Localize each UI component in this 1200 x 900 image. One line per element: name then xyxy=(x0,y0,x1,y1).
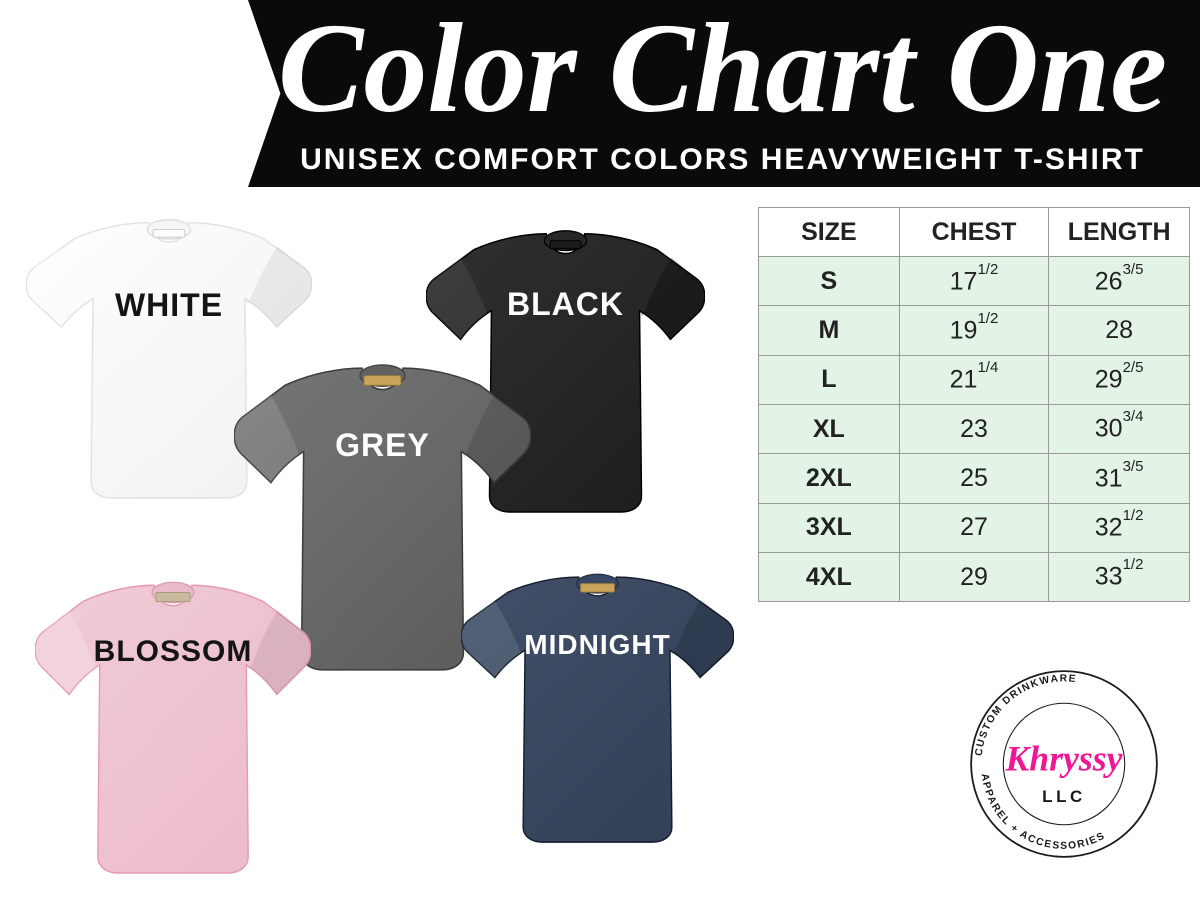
svg-text:Khryssy: Khryssy xyxy=(1004,739,1122,779)
svg-text:APPAREL + ACCESSORIES: APPAREL + ACCESSORIES xyxy=(979,773,1108,852)
svg-text:LLC: LLC xyxy=(1042,787,1086,806)
